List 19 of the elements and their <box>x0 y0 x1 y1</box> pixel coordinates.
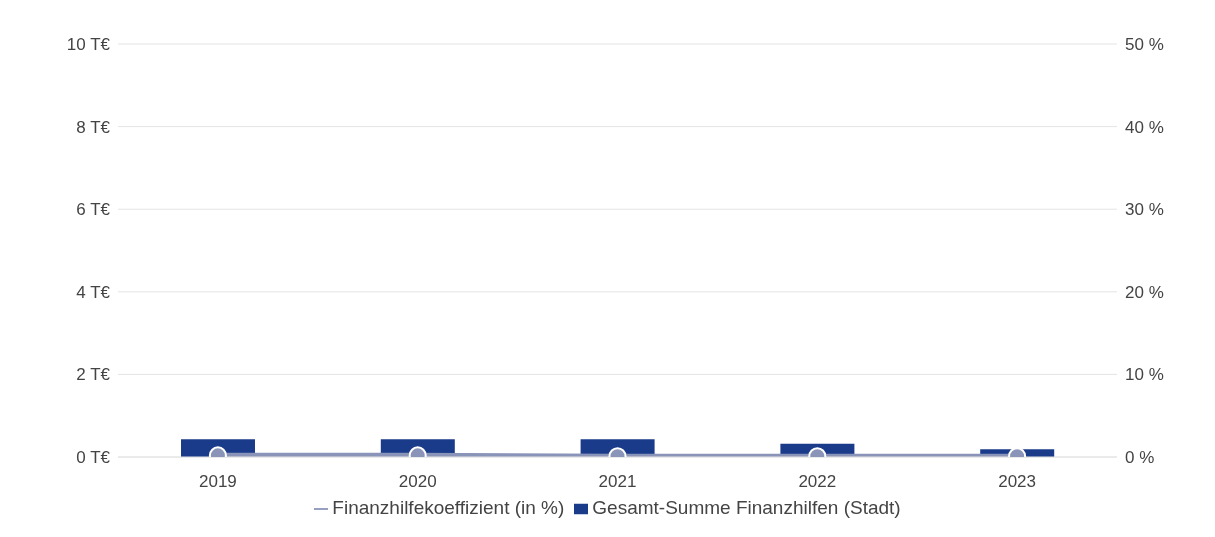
y-tick-label: 6 T€ <box>76 200 111 220</box>
x-tick-label: 2020 <box>398 472 437 492</box>
y2-tick-label: 20 % <box>1125 282 1164 302</box>
y2-tick-label: 50 % <box>1125 35 1164 55</box>
y-tick-label: 4 T€ <box>76 282 111 302</box>
x-tick-label: 2022 <box>798 472 837 492</box>
x-tick-label: 2019 <box>198 472 237 492</box>
y-tick-label: 8 T€ <box>76 117 111 137</box>
y2-tick-label: 10 % <box>1125 365 1164 385</box>
y2-tick-label: 40 % <box>1125 117 1164 137</box>
legend-label: Gesamt-Summe Finanzhilfen (Stadt) <box>592 497 901 518</box>
legend-label: Finanzhilfekoeffizient (in %) <box>332 497 565 518</box>
y-tick-label: 2 T€ <box>76 365 111 385</box>
y2-tick-label: 0 % <box>1125 448 1155 468</box>
x-tick-label: 2023 <box>998 472 1037 492</box>
y-tick-label: 0 T€ <box>76 448 111 468</box>
y2-tick-label: 30 % <box>1125 200 1164 220</box>
x-tick-label: 2021 <box>598 472 637 492</box>
y-tick-label: 10 T€ <box>66 35 111 55</box>
